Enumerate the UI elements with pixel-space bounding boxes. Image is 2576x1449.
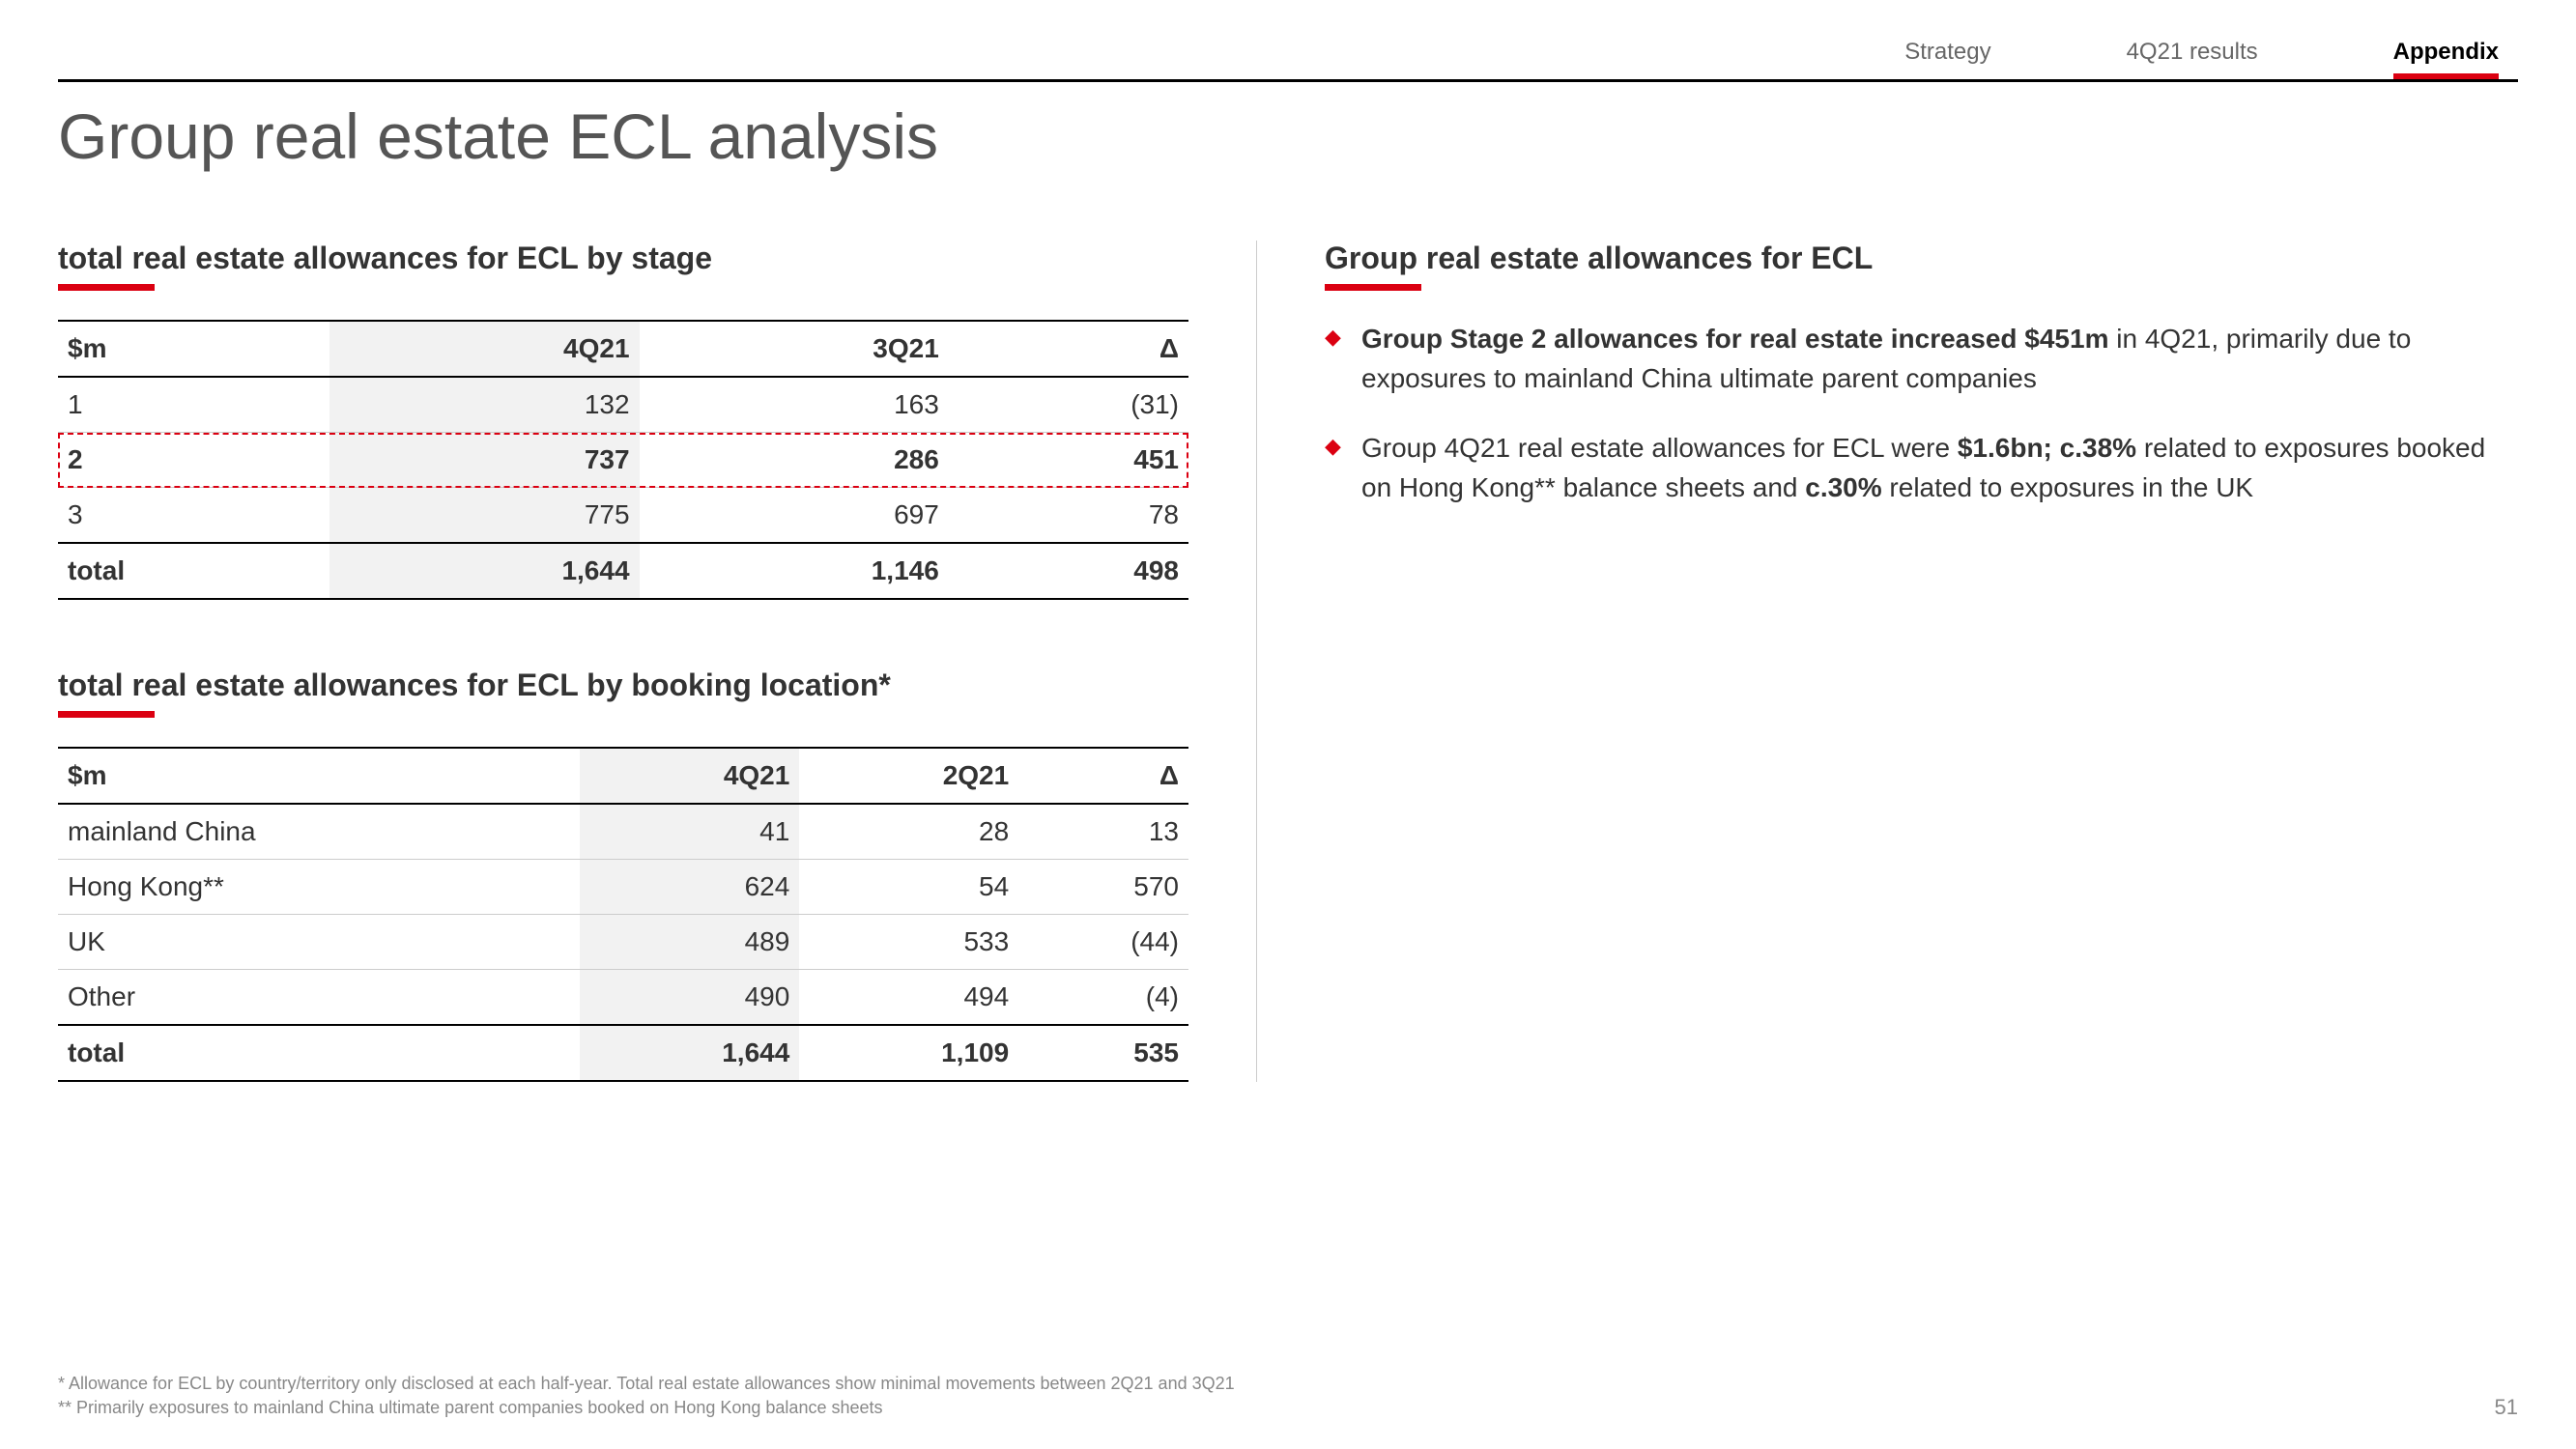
- nav-tab-appendix[interactable]: Appendix: [2393, 39, 2499, 66]
- table-cell: 13: [1018, 804, 1188, 860]
- table1-col2: 3Q21: [640, 321, 949, 377]
- table-row: 1132163(31): [58, 377, 1188, 433]
- table-row: 377569778: [58, 488, 1188, 544]
- right-title: Group real estate allowances for ECL: [1325, 241, 2518, 276]
- table-cell: (4): [1018, 970, 1188, 1026]
- table-cell: 1,109: [799, 1025, 1018, 1081]
- table2-title: total real estate allowances for ECL by …: [58, 668, 1188, 703]
- table-cell: 494: [799, 970, 1018, 1026]
- footnotes: * Allowance for ECL by country/territory…: [58, 1372, 2460, 1420]
- table-cell: (31): [949, 377, 1188, 433]
- table-cell: Hong Kong**: [58, 860, 580, 915]
- bullet-item: Group Stage 2 allowances for real estate…: [1325, 320, 2518, 398]
- nav-tab-results[interactable]: 4Q21 results: [2127, 39, 2258, 66]
- table1-col0: $m: [58, 321, 329, 377]
- bullet-list: Group Stage 2 allowances for real estate…: [1325, 320, 2518, 507]
- table-row: Other490494(4): [58, 970, 1188, 1026]
- table2-col2: 2Q21: [799, 748, 1018, 804]
- table-cell: 533: [799, 915, 1018, 970]
- table-row: mainland China412813: [58, 804, 1188, 860]
- table-cell: Other: [58, 970, 580, 1026]
- right-column: Group real estate allowances for ECL Gro…: [1256, 241, 2518, 1082]
- red-underline: [1325, 284, 1421, 291]
- table-cell: UK: [58, 915, 580, 970]
- table2-col3: Δ: [1018, 748, 1188, 804]
- nav-tabs: Strategy 4Q21 results Appendix: [58, 39, 2518, 66]
- table-by-location: $m 4Q21 2Q21 Δ mainland China412813Hong …: [58, 747, 1188, 1082]
- table-row: Hong Kong**62454570: [58, 860, 1188, 915]
- table-cell: 132: [329, 377, 639, 433]
- table1-col1: 4Q21: [329, 321, 639, 377]
- nav-tab-strategy[interactable]: Strategy: [1904, 39, 1990, 66]
- table-cell: 163: [640, 377, 949, 433]
- table-cell: 1,644: [329, 543, 639, 599]
- footnote-line: * Allowance for ECL by country/territory…: [58, 1372, 2460, 1396]
- table-cell: 737: [329, 433, 639, 488]
- table-cell: 1: [58, 377, 329, 433]
- table-cell: total: [58, 1025, 580, 1081]
- table-cell: total: [58, 543, 329, 599]
- table-cell: 3: [58, 488, 329, 544]
- left-column: total real estate allowances for ECL by …: [58, 241, 1256, 1082]
- bullet-item: Group 4Q21 real estate allowances for EC…: [1325, 429, 2518, 507]
- table2-col0: $m: [58, 748, 580, 804]
- table-cell: 78: [949, 488, 1188, 544]
- table-by-stage: $m 4Q21 3Q21 Δ 1132163(31)27372864513775…: [58, 320, 1188, 600]
- table-total-row: total1,6441,109535: [58, 1025, 1188, 1081]
- table-row: UK489533(44): [58, 915, 1188, 970]
- table1-title: total real estate allowances for ECL by …: [58, 241, 1188, 276]
- table-row: 2737286451: [58, 433, 1188, 488]
- table-cell: 570: [1018, 860, 1188, 915]
- red-underline: [58, 711, 155, 718]
- table-cell: 624: [580, 860, 799, 915]
- table-cell: 489: [580, 915, 799, 970]
- table-cell: 41: [580, 804, 799, 860]
- table2-body: mainland China412813Hong Kong**62454570U…: [58, 804, 1188, 1081]
- footnote-line: ** Primarily exposures to mainland China…: [58, 1396, 2460, 1420]
- table1-col3: Δ: [949, 321, 1188, 377]
- table1-body: 1132163(31)2737286451377569778total1,644…: [58, 377, 1188, 599]
- table-cell: 2: [58, 433, 329, 488]
- table-cell: 286: [640, 433, 949, 488]
- table-cell: 775: [329, 488, 639, 544]
- page-title: Group real estate ECL analysis: [58, 99, 2518, 173]
- page-number: 51: [2495, 1395, 2518, 1420]
- top-divider: [58, 79, 2518, 82]
- table1-header-row: $m 4Q21 3Q21 Δ: [58, 321, 1188, 377]
- table-cell: 535: [1018, 1025, 1188, 1081]
- table2-col1: 4Q21: [580, 748, 799, 804]
- table2-header-row: $m 4Q21 2Q21 Δ: [58, 748, 1188, 804]
- table-cell: 54: [799, 860, 1018, 915]
- table-cell: (44): [1018, 915, 1188, 970]
- red-underline: [58, 284, 155, 291]
- main-columns: total real estate allowances for ECL by …: [58, 241, 2518, 1082]
- table1-section: total real estate allowances for ECL by …: [58, 241, 1188, 600]
- table-cell: 498: [949, 543, 1188, 599]
- table-cell: 490: [580, 970, 799, 1026]
- table2-section: total real estate allowances for ECL by …: [58, 668, 1188, 1082]
- table-cell: 1,644: [580, 1025, 799, 1081]
- table-total-row: total1,6441,146498: [58, 543, 1188, 599]
- table-cell: mainland China: [58, 804, 580, 860]
- table-cell: 451: [949, 433, 1188, 488]
- table-cell: 697: [640, 488, 949, 544]
- table-cell: 1,146: [640, 543, 949, 599]
- table-cell: 28: [799, 804, 1018, 860]
